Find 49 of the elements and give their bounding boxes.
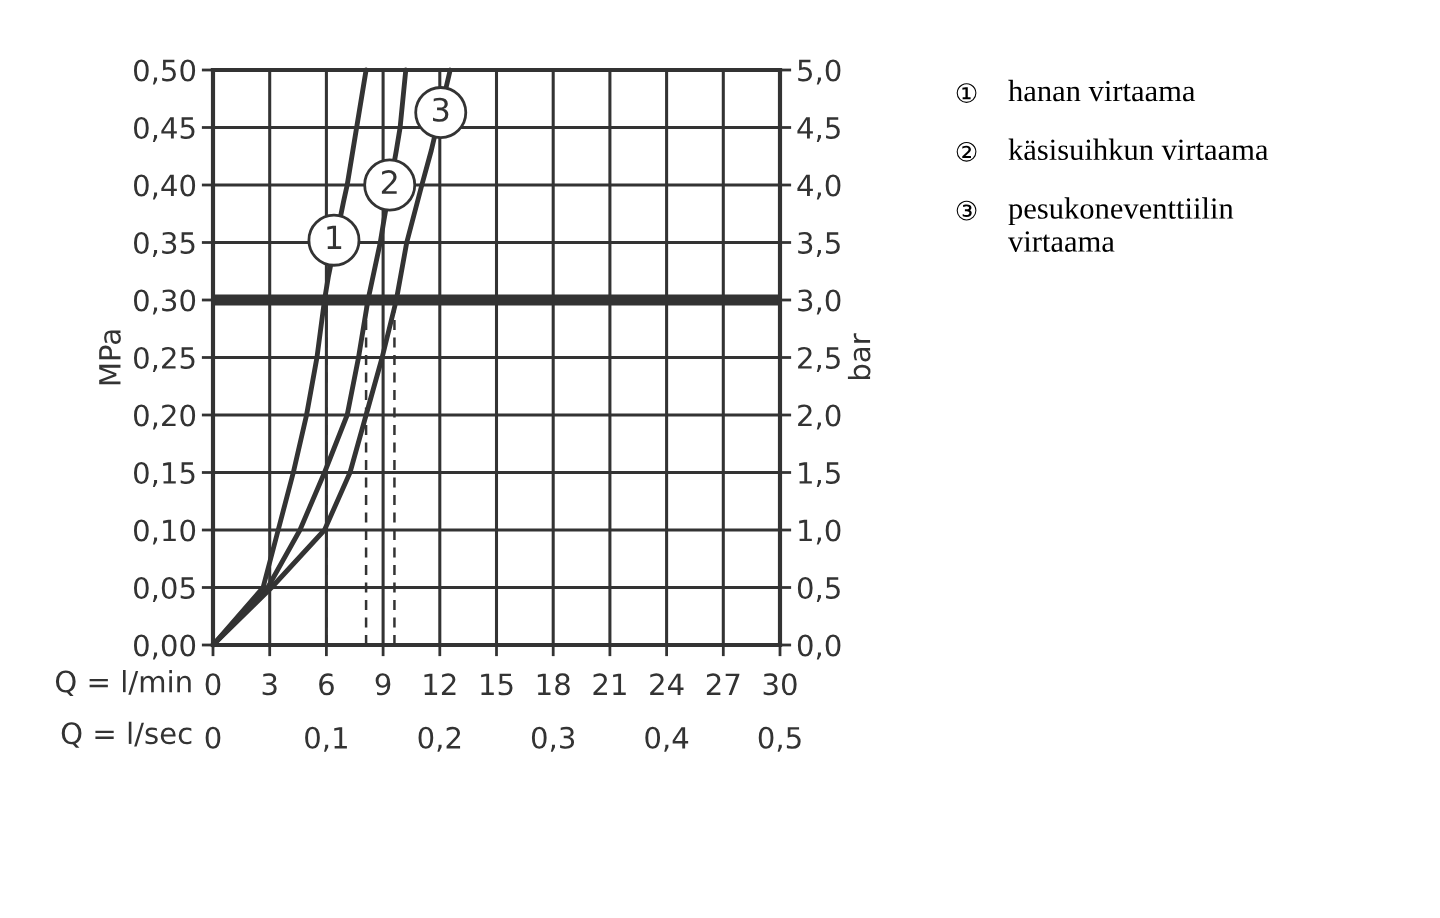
x2-axis-title: Q = l/sec	[61, 721, 192, 748]
y-tick-label: 0,40	[134, 174, 196, 200]
y2-tick-label: 3,0	[798, 289, 841, 315]
x2-tick-label: 0,5	[758, 726, 801, 752]
y-tick-label: 0,30	[134, 289, 196, 315]
y-tick-label: 0,50	[134, 59, 196, 85]
y2-tick-label: 3,5	[798, 231, 840, 257]
y-tick-label: 0,20	[134, 404, 196, 430]
x-tick-label: 3	[262, 673, 277, 696]
y-tick-label: 0,35	[134, 231, 195, 257]
annotation: 1	[327, 225, 342, 250]
x-tick-label: 0	[205, 673, 221, 696]
y2-tick-label: 0,0	[797, 634, 841, 660]
text: ① hanan virtaama	[956, 79, 1196, 103]
x2-tick-label: 0,1	[305, 726, 347, 752]
y-tick-label: 0,25	[134, 346, 195, 372]
y2-tick-label: 2,5	[798, 346, 840, 372]
y2-axis-title: bar	[847, 333, 871, 380]
x2-tick-label: 0,3	[531, 726, 575, 752]
y-tick-label: 0,15	[134, 461, 195, 487]
y-tick-label: 0,05	[134, 576, 195, 602]
text: ③ pesukoneventtiilin virtaama	[956, 197, 1234, 252]
x-tick-label: 12	[424, 673, 456, 695]
x-tick-label: 15	[481, 673, 513, 696]
y-axis-title: MPa	[99, 330, 121, 385]
y2-tick-label: 2,0	[798, 404, 841, 430]
annotation: 2	[381, 170, 397, 194]
text: ② käsisuihkun virtaama	[956, 138, 1269, 162]
y-tick-label: 0,00	[134, 634, 196, 660]
y2-tick-label: 0,5	[797, 576, 840, 602]
y2-tick-label: 5,0	[798, 59, 841, 85]
y-tick-label: 0,45	[134, 116, 195, 142]
y2-tick-label: 4,5	[797, 117, 840, 142]
y-tick-label: 0,10	[134, 519, 196, 545]
x-tick-label: 30	[763, 673, 797, 696]
x-tick-label: 18	[537, 673, 570, 696]
x-axis-title: Q = l/min	[55, 669, 191, 696]
x2-tick-label: 0,4	[645, 726, 689, 752]
annotation: 3	[433, 97, 449, 122]
x2-tick-label: 0	[205, 726, 221, 749]
x2-tick-label: 0,2	[418, 726, 461, 752]
x-tick-label: 24	[650, 673, 684, 695]
y2-tick-label: 1,5	[799, 462, 840, 487]
x-tick-label: 6	[319, 673, 334, 696]
x-tick-label: 27	[706, 673, 740, 695]
x-tick-label: 21	[593, 673, 626, 695]
y2-tick-label: 1,0	[799, 519, 841, 545]
y2-tick-label: 4,0	[797, 174, 841, 200]
x-tick-label: 9	[375, 673, 391, 696]
